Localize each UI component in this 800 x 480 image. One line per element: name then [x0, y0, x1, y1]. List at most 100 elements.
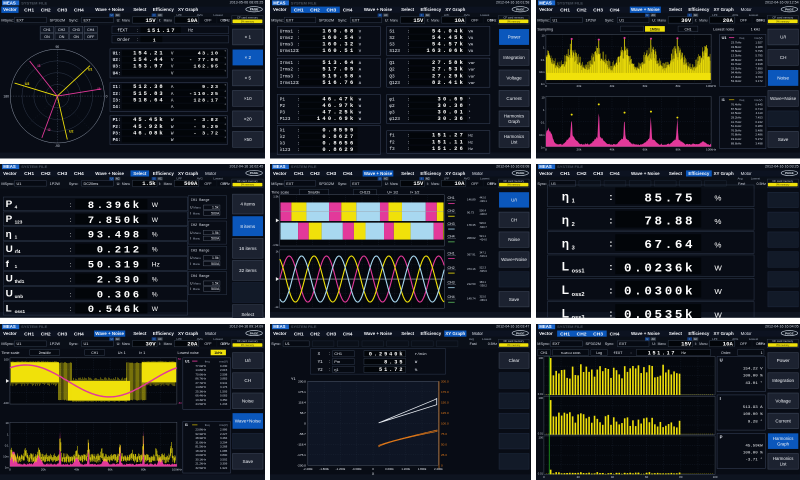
svg-text:°: °: [225, 70, 227, 74]
svg-text:Vector: Vector: [539, 171, 553, 176]
svg-text:Urms2: Urms2: [279, 35, 293, 41]
svg-text:CH3: CH3: [326, 171, 336, 177]
svg-text:3.176: 3.176: [220, 385, 228, 389]
svg-text::: :: [328, 367, 329, 372]
svg-text:CH2: CH2: [447, 209, 454, 213]
svg-text:3.484: 3.484: [220, 436, 228, 440]
svg-text:90.73: 90.73: [467, 210, 474, 214]
svg-text::: :: [407, 140, 410, 145]
svg-text:Fast: Fast: [738, 182, 745, 186]
svg-text:160.51: 160.51: [322, 47, 355, 54]
svg-text:I: I: [154, 13, 155, 17]
svg-text:CH: CH: [244, 378, 251, 383]
svg-text:367.91: 367.91: [467, 253, 476, 257]
svg-text:A: A: [171, 105, 174, 110]
svg-text:7.453: 7.453: [755, 116, 763, 120]
svg-text:var: var: [468, 69, 475, 73]
svg-text:OFF: OFF: [486, 182, 494, 186]
svg-text::: :: [407, 74, 410, 79]
svg-text:Lowest: Lowest: [748, 13, 758, 17]
svg-text:var: var: [468, 75, 475, 79]
svg-text:AVG: AVG: [463, 177, 470, 181]
svg-text:1.5k: 1.5k: [212, 256, 219, 260]
svg-text::: :: [297, 74, 300, 79]
svg-text:AC: AC: [425, 178, 429, 181]
svg-text:OFF: OFF: [87, 35, 95, 39]
svg-text:500A: 500A: [211, 237, 220, 241]
svg-text:φ123: φ123: [389, 116, 400, 122]
svg-text:I:: I:: [159, 342, 161, 346]
svg-text:U1: U1: [17, 342, 22, 346]
svg-text:A: A: [358, 69, 361, 73]
svg-text:A: A: [358, 75, 361, 79]
svg-text:347.1: 347.1: [479, 251, 486, 255]
svg-text:U× 1/2: U× 1/2: [387, 191, 398, 195]
svg-text:Noise: Noise: [508, 237, 520, 242]
svg-text:Manu: Manu: [122, 342, 130, 346]
svg-text:21.2kHz: 21.2kHz: [195, 461, 206, 465]
svg-text:30V: 30V: [681, 17, 692, 24]
svg-text:Manu: Manu: [390, 182, 398, 186]
svg-text:Sync:: Sync:: [271, 342, 280, 346]
svg-text:1: 1: [543, 46, 545, 50]
svg-text:18.2kHz: 18.2kHz: [195, 449, 206, 453]
svg-text:XY Graph: XY Graph: [445, 331, 465, 336]
svg-text::: :: [630, 351, 631, 355]
svg-text:-348.2: -348.2: [479, 212, 487, 216]
svg-text:0: 0: [545, 84, 547, 88]
svg-text:η: η: [6, 229, 12, 240]
svg-text:2012-04-16 16:03:25: 2012-04-16 16:03:25: [765, 165, 799, 169]
svg-text:Current: Current: [775, 418, 791, 423]
svg-text:43.8kHz: 43.8kHz: [731, 45, 742, 49]
svg-text:1: 1: [15, 264, 18, 269]
svg-text:29.2kHz: 29.2kHz: [731, 116, 742, 120]
svg-text:46.97k: 46.97k: [322, 102, 355, 109]
svg-text:φ1: φ1: [389, 96, 395, 102]
svg-text::: :: [297, 142, 300, 147]
svg-text:160.54: 160.54: [322, 34, 355, 41]
svg-text:Y2: Y2: [317, 368, 323, 373]
svg-text:81.5kHz: 81.5kHz: [195, 444, 206, 448]
svg-text:1MS/s: 1MS/s: [650, 27, 660, 31]
svg-text:A: A: [171, 98, 174, 103]
svg-text:10m: 10m: [539, 70, 545, 74]
svg-text:200.0: 200.0: [440, 379, 448, 383]
svg-text:AC: AC: [116, 14, 120, 17]
svg-text:151.17: 151.17: [647, 350, 675, 356]
svg-text:CH3: CH3: [593, 331, 603, 337]
svg-text:442.0: 442.0: [479, 196, 486, 200]
svg-text:3.592: 3.592: [220, 457, 228, 461]
svg-text:Efficiency: Efficiency: [420, 171, 441, 176]
svg-text:-200.0: -200.0: [297, 463, 306, 467]
svg-text:20k: 20k: [576, 148, 581, 152]
svg-text:Q123: Q123: [389, 80, 400, 86]
svg-text:Vector: Vector: [273, 331, 287, 336]
svg-text:2.227: 2.227: [220, 432, 228, 436]
svg-text:OFF: OFF: [220, 18, 228, 22]
svg-text:Manu: Manu: [193, 256, 201, 260]
svg-text:27.29k: 27.29k: [432, 72, 465, 79]
svg-text:Sync:: Sync:: [69, 18, 79, 22]
svg-text:Vector: Vector: [3, 171, 17, 176]
svg-text:Hz: Hz: [152, 262, 160, 269]
svg-text:Manu: Manu: [193, 211, 201, 215]
svg-text:CF card memory: CF card memory: [772, 179, 793, 183]
svg-text:0% memory: 0% memory: [507, 20, 521, 23]
svg-text:rms(V): rms(V): [754, 36, 762, 40]
svg-text:MEAS: MEAS: [273, 0, 285, 5]
svg-text:94.4kHz: 94.4kHz: [731, 71, 742, 75]
svg-text:Irms3: Irms3: [279, 73, 293, 79]
svg-text:0.800: 0.800: [220, 453, 228, 457]
svg-text:oss1: oss1: [15, 309, 26, 314]
svg-text:1: 1: [15, 234, 18, 239]
svg-text:0.0300k: 0.0300k: [624, 285, 695, 299]
svg-text:AC: AC: [694, 14, 698, 17]
svg-text:125.0: 125.0: [440, 411, 448, 415]
svg-text:16.5kHz: 16.5kHz: [731, 111, 742, 115]
svg-text:3: 3: [571, 245, 574, 251]
svg-text::: :: [297, 43, 300, 48]
svg-text:AVG: AVG: [463, 13, 470, 17]
svg-text:CH3: CH3: [57, 331, 67, 337]
svg-text:-58.7: -58.7: [298, 432, 305, 436]
svg-text:5.272: 5.272: [755, 137, 763, 141]
